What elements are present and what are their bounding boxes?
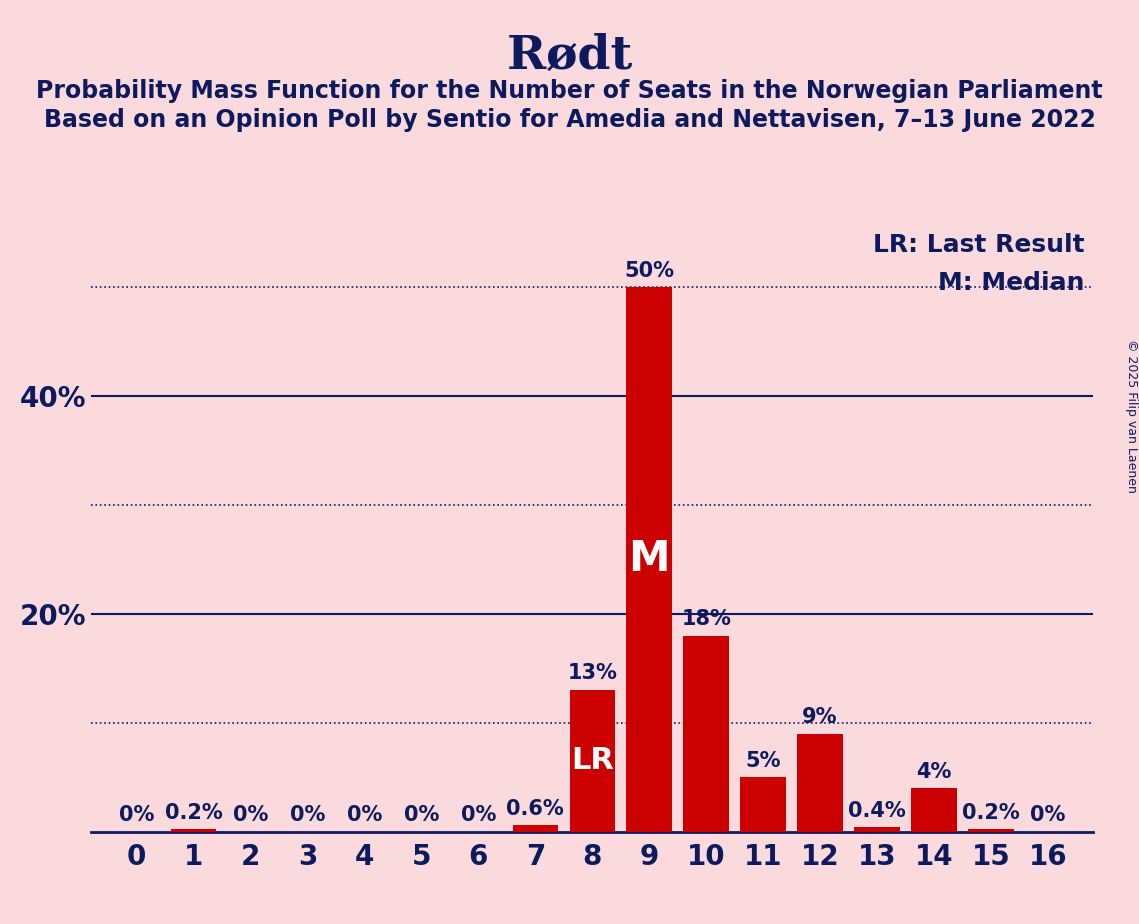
Bar	[797, 734, 843, 832]
Text: 9%: 9%	[802, 707, 838, 727]
Bar	[513, 825, 558, 832]
Text: 0%: 0%	[346, 805, 383, 825]
Text: 0%: 0%	[118, 805, 155, 825]
Text: M: M	[629, 539, 670, 580]
Text: 0%: 0%	[289, 805, 326, 825]
Text: LR: LR	[571, 747, 614, 775]
Text: LR: Last Result: LR: Last Result	[874, 233, 1084, 257]
Bar	[171, 830, 216, 832]
Bar	[570, 690, 615, 832]
Text: Rødt: Rødt	[507, 32, 632, 79]
Bar	[854, 827, 900, 832]
Text: 0.2%: 0.2%	[962, 803, 1019, 823]
Text: M: Median: M: Median	[939, 271, 1084, 295]
Text: 0.6%: 0.6%	[507, 798, 564, 819]
Bar	[968, 830, 1014, 832]
Text: © 2025 Filip van Laenen: © 2025 Filip van Laenen	[1124, 339, 1138, 492]
Bar	[683, 636, 729, 832]
Text: 18%: 18%	[681, 609, 731, 629]
Text: Probability Mass Function for the Number of Seats in the Norwegian Parliament: Probability Mass Function for the Number…	[36, 79, 1103, 103]
Text: 4%: 4%	[916, 761, 952, 782]
Text: 0%: 0%	[1030, 805, 1066, 825]
Text: 0%: 0%	[232, 805, 269, 825]
Text: Based on an Opinion Poll by Sentio for Amedia and Nettavisen, 7–13 June 2022: Based on an Opinion Poll by Sentio for A…	[43, 108, 1096, 132]
Text: 0%: 0%	[460, 805, 497, 825]
Text: 0.4%: 0.4%	[849, 801, 906, 821]
Text: 0%: 0%	[403, 805, 440, 825]
Text: 13%: 13%	[567, 663, 617, 684]
Text: 0.2%: 0.2%	[165, 803, 222, 823]
Text: 5%: 5%	[745, 750, 781, 771]
Bar	[911, 788, 957, 832]
Bar	[740, 777, 786, 832]
Text: 50%: 50%	[624, 261, 674, 281]
Bar	[626, 287, 672, 832]
